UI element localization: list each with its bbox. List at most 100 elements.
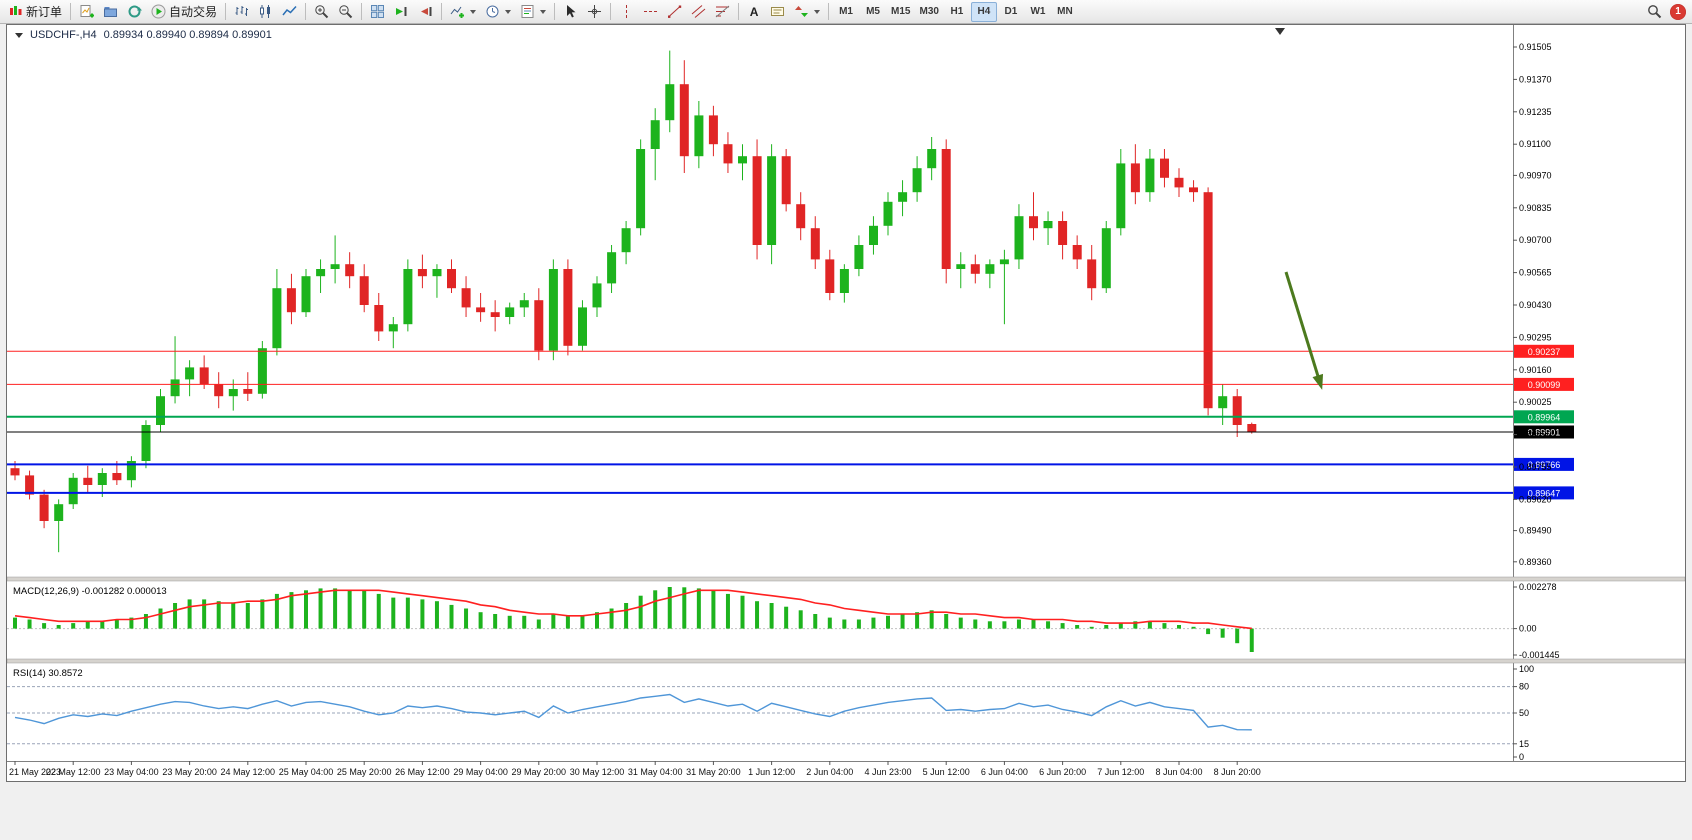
candle[interactable] [679,60,689,173]
candle[interactable] [621,221,631,265]
candle[interactable] [359,264,369,313]
candle[interactable] [869,216,878,255]
candle[interactable] [156,389,165,433]
candle[interactable] [883,192,893,236]
zoom-out-button[interactable] [334,2,357,22]
candle[interactable] [708,105,718,157]
new-order-button[interactable]: 新订单 [4,2,66,22]
candle[interactable] [490,300,500,332]
text-button[interactable]: A [743,2,765,22]
profiles-button[interactable] [99,2,122,22]
candle[interactable] [417,254,427,289]
auto-scroll-button[interactable] [390,2,413,22]
candle[interactable] [738,144,747,181]
candle[interactable] [665,50,675,133]
auto-trading-button[interactable]: 自动交易 [147,2,221,22]
candle[interactable] [796,192,806,241]
candle[interactable] [141,420,151,469]
templates-button[interactable] [516,2,550,22]
candle[interactable] [1203,187,1213,416]
fibonacci-button[interactable] [711,2,734,22]
candle[interactable] [970,254,980,284]
timeframe-m5-button[interactable]: M5 [860,2,886,22]
timeframe-m30-button[interactable]: M30 [915,2,942,22]
candle[interactable] [999,249,1009,325]
candle[interactable] [1160,149,1169,188]
timeframe-m1-button[interactable]: M1 [833,2,859,22]
candlesticks-button[interactable] [254,2,277,22]
trendline-button[interactable] [663,2,686,22]
candle[interactable] [214,372,224,409]
candle[interactable] [825,249,835,301]
candle[interactable] [1087,245,1097,301]
candle[interactable] [810,216,820,269]
tile-windows-button[interactable] [366,2,389,22]
candle[interactable] [403,259,413,332]
candle[interactable] [1174,168,1184,197]
horizontal-line-button[interactable] [639,2,662,22]
candle[interactable] [68,473,78,509]
candle[interactable] [1189,180,1198,202]
candle[interactable] [1130,144,1140,205]
zoom-in-button[interactable] [310,2,333,22]
collapse-triangle-icon[interactable] [15,32,23,38]
candle[interactable] [39,489,49,529]
candle[interactable] [548,259,558,361]
candle[interactable] [1116,149,1126,236]
refresh-button[interactable] [123,2,146,22]
timeframe-mn-button[interactable]: MN [1052,2,1078,22]
timeframe-h1-button[interactable]: H1 [944,2,970,22]
candle[interactable] [1058,211,1068,260]
pane-separator[interactable] [6,658,1686,664]
candle[interactable] [83,465,93,493]
candle[interactable] [126,456,136,488]
chart-shift-button[interactable] [414,2,437,22]
candle[interactable] [578,300,587,351]
candle[interactable] [388,317,398,349]
candle[interactable] [170,336,180,404]
candle[interactable] [272,269,282,356]
candle[interactable] [534,288,544,361]
timeframe-w1-button[interactable]: W1 [1025,2,1051,22]
candle[interactable] [985,259,995,289]
candle[interactable] [330,235,340,284]
candle[interactable] [54,499,64,553]
bars-button[interactable] [230,2,253,22]
candle[interactable] [752,139,762,260]
candle[interactable] [839,264,849,303]
timeframe-m15-button[interactable]: M15 [887,2,914,22]
candle[interactable] [607,245,617,293]
channel-button[interactable] [687,2,710,22]
candle[interactable] [1218,384,1228,425]
search-button[interactable] [1643,2,1666,22]
candle[interactable] [650,108,660,181]
indicators-button[interactable] [446,2,480,22]
candle[interactable] [432,264,442,298]
line-chart-button[interactable] [278,2,301,22]
candle[interactable] [563,259,573,356]
candle[interactable] [519,293,529,317]
trend-arrow-annotation[interactable] [1284,271,1324,390]
candle[interactable] [694,101,704,169]
pane-separator[interactable] [6,576,1686,582]
candle[interactable] [636,139,646,236]
crosshair-button[interactable] [583,2,606,22]
candle[interactable] [723,132,733,173]
candle[interactable] [898,180,908,217]
candle[interactable] [25,470,35,500]
candle[interactable] [199,355,209,389]
chart-canvas[interactable]: 0.90237 0.90099 0.89964 0.89901 0.89766 0.896… [6,25,1686,781]
candle[interactable] [1029,192,1038,241]
candle[interactable] [301,269,311,317]
cursor-button[interactable] [559,2,582,22]
candle[interactable] [316,259,326,293]
candle[interactable] [912,156,922,202]
notification-badge[interactable]: 1 [1670,3,1686,20]
candle[interactable] [243,372,253,401]
candle[interactable] [447,259,456,293]
timeframe-h4-button[interactable]: H4 [970,1,997,22]
chart-shift-marker[interactable] [1275,28,1285,35]
candle[interactable] [286,273,296,325]
new-chart-button[interactable] [75,2,98,22]
candle[interactable] [1072,235,1082,269]
